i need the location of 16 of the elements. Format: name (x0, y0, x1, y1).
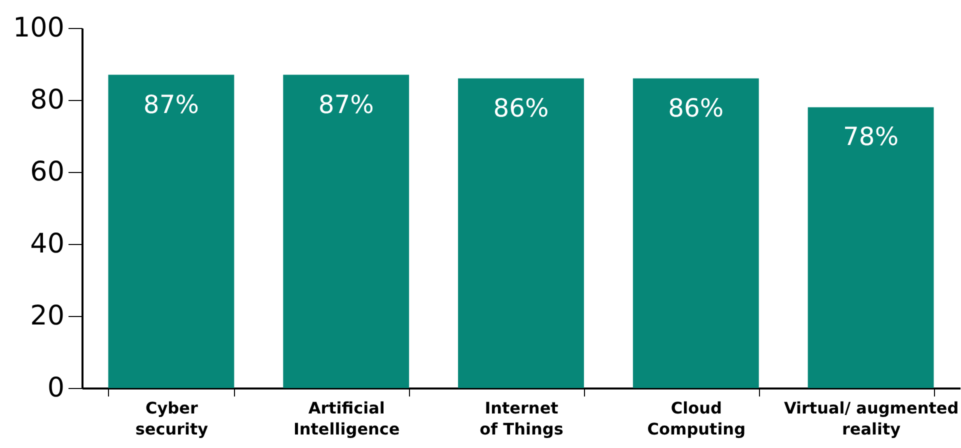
y-tick-label: 60 (30, 156, 64, 188)
y-tick-label: 100 (12, 12, 64, 44)
data-label: 78% (843, 122, 899, 152)
data-label: 87% (143, 90, 199, 119)
data-label: 87% (318, 90, 374, 119)
y-tick-label: 0 (47, 372, 64, 404)
y-tick-label: 20 (30, 300, 64, 332)
x-tick-label: Artificial Intelligence (293, 398, 400, 438)
x-tick-label: Virtual/ augmented reality (784, 398, 959, 438)
y-tick-label: 80 (30, 84, 64, 116)
x-tick-label: Internet of Things (480, 398, 564, 438)
x-tick-label: Cyber security (135, 398, 209, 438)
x-tick-label: Cloud Computing (647, 398, 746, 438)
data-label: 86% (668, 93, 724, 122)
y-tick-label: 40 (30, 228, 64, 260)
data-label: 86% (493, 93, 549, 122)
